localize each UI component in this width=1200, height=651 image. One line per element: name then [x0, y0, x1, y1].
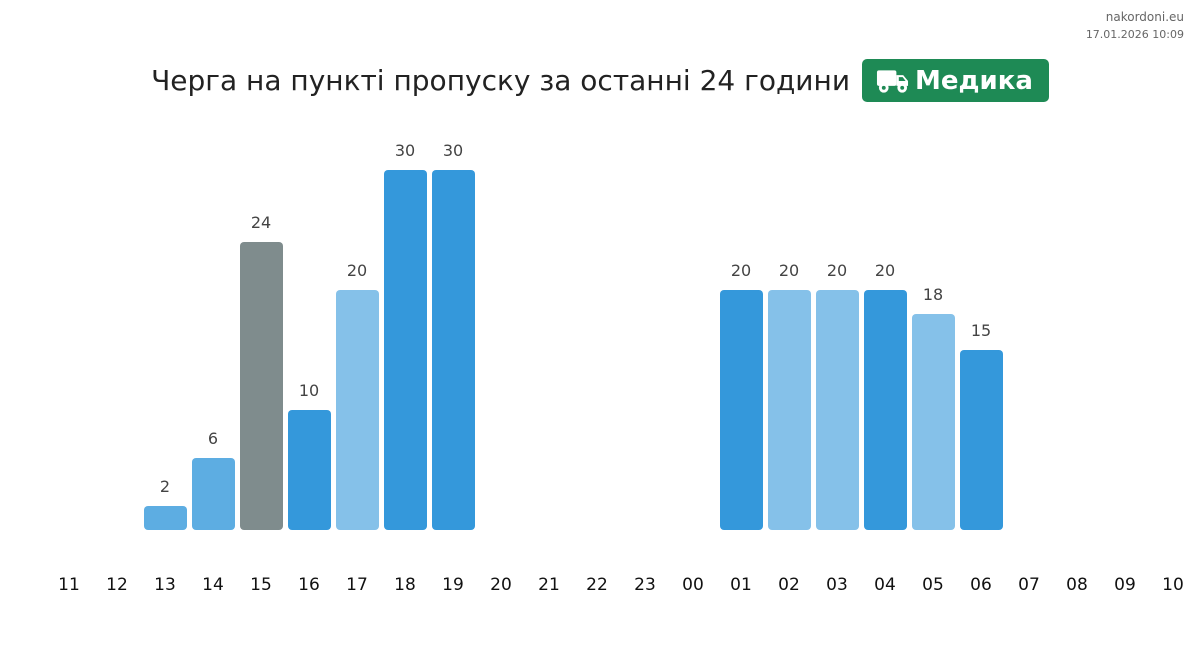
data-label: 20 [731, 261, 751, 280]
x-tick-label: 05 [922, 575, 944, 595]
x-tick-label: 18 [394, 575, 416, 595]
x-tick-label: 16 [298, 575, 320, 595]
bar [240, 242, 283, 530]
bar [816, 290, 859, 530]
x-tick-label: 08 [1066, 575, 1088, 595]
x-tick-label: 22 [586, 575, 608, 595]
x-tick-label: 01 [730, 575, 752, 595]
x-tick-label: 00 [682, 575, 704, 595]
bar [144, 506, 187, 530]
bar [384, 170, 427, 530]
checkpoint-name: Медика [915, 65, 1033, 96]
x-tick-label: 12 [106, 575, 128, 595]
x-tick-label: 04 [874, 575, 896, 595]
timestamp: 17.01.2026 10:09 [1085, 28, 1184, 41]
data-label: 24 [251, 213, 271, 232]
x-tick-label: 19 [442, 575, 464, 595]
data-label: 20 [347, 261, 367, 280]
data-label: 30 [395, 141, 415, 160]
data-label: 10 [299, 381, 319, 400]
title-row: Черга на пункті пропуску за останні 24 г… [0, 59, 1200, 102]
truck-icon [876, 69, 909, 93]
bar [960, 350, 1003, 530]
x-tick-label: 17 [346, 575, 368, 595]
x-tick-label: 07 [1018, 575, 1040, 595]
bar [768, 290, 811, 530]
data-label: 20 [779, 261, 799, 280]
x-tick-label: 23 [634, 575, 656, 595]
x-tick-label: 02 [778, 575, 800, 595]
x-tick-label: 11 [58, 575, 80, 595]
data-label: 18 [923, 285, 943, 304]
x-tick-label: 09 [1114, 575, 1136, 595]
bar [336, 290, 379, 530]
bar [432, 170, 475, 530]
x-tick-label: 10 [1162, 575, 1184, 595]
chart-title: Черга на пункті пропуску за останні 24 г… [151, 64, 851, 97]
bar [288, 410, 331, 530]
data-label: 20 [875, 261, 895, 280]
x-tick-label: 21 [538, 575, 560, 595]
x-tick-label: 20 [490, 575, 512, 595]
x-tick-label: 13 [154, 575, 176, 595]
data-label: 15 [971, 321, 991, 340]
data-label: 30 [443, 141, 463, 160]
checkpoint-badge: Медика [862, 59, 1049, 102]
x-tick-label: 06 [970, 575, 992, 595]
x-tick-label: 14 [202, 575, 224, 595]
x-tick-label: 03 [826, 575, 848, 595]
bar [192, 458, 235, 530]
x-tick-label: 15 [250, 575, 272, 595]
meta-info: nakordoni.eu 17.01.2026 10:09 [1086, 9, 1184, 43]
data-label: 2 [160, 477, 170, 496]
bar [720, 290, 763, 530]
data-label: 20 [827, 261, 847, 280]
bar [912, 314, 955, 530]
site-name: nakordoni.eu [1105, 10, 1184, 24]
bar [864, 290, 907, 530]
data-label: 6 [208, 429, 218, 448]
